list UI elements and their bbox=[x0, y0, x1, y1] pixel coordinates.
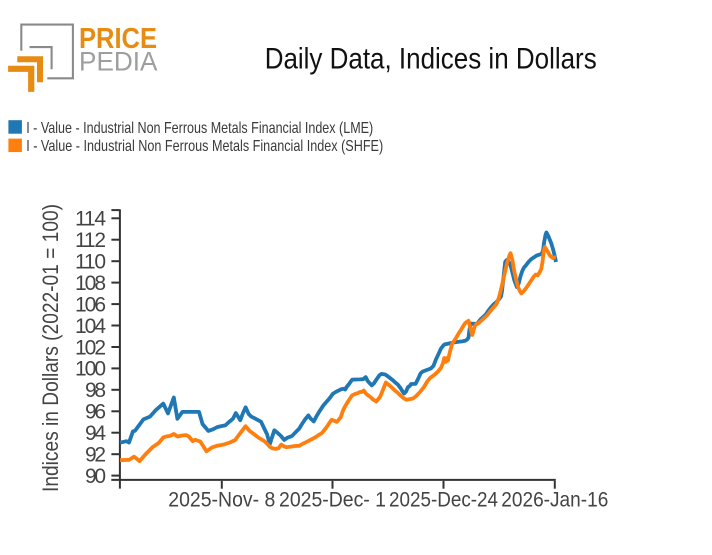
svg-text:112: 112 bbox=[75, 229, 106, 252]
svg-text:94: 94 bbox=[85, 422, 106, 445]
svg-text:2025-Nov- 8: 2025-Nov- 8 bbox=[168, 489, 275, 512]
svg-text:108: 108 bbox=[75, 272, 106, 295]
svg-text:2026-Jan-16: 2026-Jan-16 bbox=[501, 489, 608, 512]
svg-text:104: 104 bbox=[75, 315, 106, 338]
svg-text:110: 110 bbox=[75, 251, 106, 274]
svg-text:98: 98 bbox=[85, 379, 106, 402]
svg-text:2025-Dec- 1: 2025-Dec- 1 bbox=[279, 489, 386, 512]
svg-text:100: 100 bbox=[75, 358, 106, 381]
svg-text:90: 90 bbox=[85, 465, 106, 488]
svg-text:102: 102 bbox=[75, 336, 106, 359]
svg-text:96: 96 bbox=[85, 401, 106, 424]
svg-text:PEDIA: PEDIA bbox=[79, 47, 158, 77]
svg-text:Daily Data, Indices in Dollars: Daily Data, Indices in Dollars bbox=[265, 43, 597, 76]
svg-text:106: 106 bbox=[75, 293, 106, 316]
svg-text:PRICE: PRICE bbox=[79, 23, 157, 55]
svg-text:2025-Dec-24: 2025-Dec-24 bbox=[389, 489, 498, 512]
svg-text:Indices in Dollars (2022-01 =: Indices in Dollars (2022-01 = 100) bbox=[38, 204, 63, 492]
svg-text:114: 114 bbox=[75, 208, 106, 231]
svg-text:I - Value - Industrial Non Fer: I - Value - Industrial Non Ferrous Metal… bbox=[26, 120, 373, 137]
svg-text:92: 92 bbox=[85, 444, 106, 467]
svg-text:I - Value - Industrial Non Fer: I - Value - Industrial Non Ferrous Metal… bbox=[26, 138, 383, 155]
